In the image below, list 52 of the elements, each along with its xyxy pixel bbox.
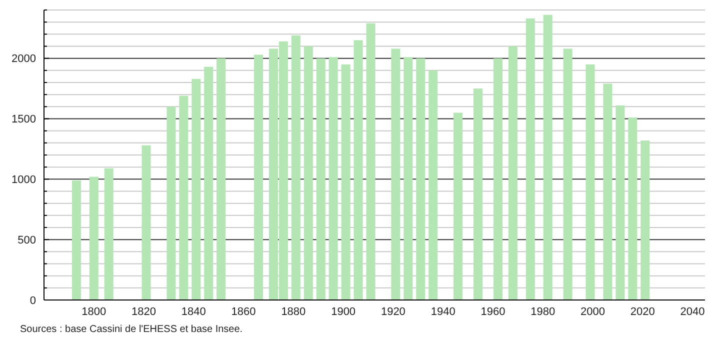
x-tick-label: 1840 <box>181 306 206 318</box>
x-tick-label: 2000 <box>580 306 605 318</box>
bar <box>142 145 151 300</box>
bar <box>640 140 650 300</box>
bar <box>454 112 463 300</box>
y-tick-label: 0 <box>30 294 36 307</box>
bar <box>616 105 625 300</box>
y-tick-label: 1000 <box>12 174 36 186</box>
bar <box>254 54 264 300</box>
bar <box>354 40 363 300</box>
bar <box>416 58 426 300</box>
bar <box>291 35 300 300</box>
bar <box>341 64 350 300</box>
bar <box>204 66 214 300</box>
x-tick-label: 1940 <box>430 306 456 318</box>
x-tick-label: 1820 <box>132 306 156 318</box>
bar <box>366 23 376 300</box>
bar <box>428 70 438 300</box>
bar <box>404 57 413 300</box>
x-tick-label: 1800 <box>82 306 106 318</box>
bar <box>526 18 535 300</box>
x-tick-label: 1980 <box>530 306 556 318</box>
x-tick-label: 2020 <box>630 306 655 318</box>
x-tick-label: 1900 <box>331 306 356 318</box>
bar <box>72 180 81 300</box>
bar <box>104 168 114 300</box>
x-tick-label: 1920 <box>380 306 406 318</box>
bar <box>603 84 612 300</box>
source-note: Sources : base Cassini de l'EHESS et base Insee. <box>20 324 243 335</box>
bar <box>493 58 502 300</box>
bar <box>563 48 572 300</box>
x-tick-label: 1880 <box>281 306 306 318</box>
y-tick-label: 500 <box>18 234 36 246</box>
x-tick-label: 1960 <box>480 306 506 318</box>
y-tick-label: 2000 <box>12 53 36 66</box>
bar <box>89 176 98 300</box>
bar <box>179 96 188 300</box>
x-tick-label: 2040 <box>680 306 705 318</box>
bar <box>508 46 518 300</box>
bar <box>192 78 201 300</box>
bar <box>328 57 338 300</box>
bar <box>628 118 638 300</box>
bar <box>166 106 176 300</box>
bar <box>474 88 483 300</box>
bar <box>316 58 326 300</box>
y-tick-label: 1500 <box>12 114 36 126</box>
bar <box>543 14 552 300</box>
bar <box>216 58 226 300</box>
bar <box>304 46 313 300</box>
bar <box>391 48 400 300</box>
x-tick-label: 1860 <box>231 306 256 318</box>
bar <box>586 64 595 300</box>
